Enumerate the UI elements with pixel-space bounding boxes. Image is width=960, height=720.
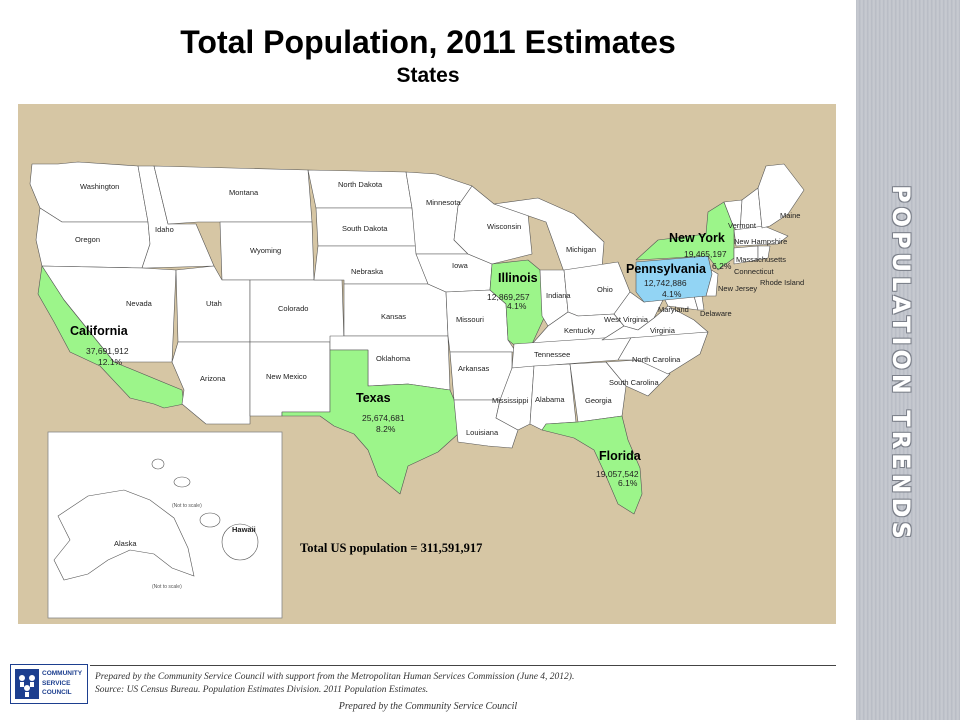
label-new-jersey: New Jersey [718, 284, 757, 293]
label-new-mexico: New Mexico [266, 372, 307, 381]
label-utah: Utah [206, 299, 222, 308]
california-name: California [70, 324, 129, 338]
label-nevada: Nevada [126, 299, 153, 308]
label-wisconsin: Wisconsin [487, 222, 521, 231]
pennsylvania-percent: 4.1% [662, 289, 682, 299]
new-york-population: 19,465,197 [684, 249, 727, 259]
texas-name: Texas [356, 391, 391, 405]
logo-text-line-1: COMMUNITY [42, 670, 83, 677]
label-minnesota: Minnesota [426, 198, 461, 207]
label-vermont: Vermont [728, 221, 757, 230]
label-maryland: Maryland [658, 305, 689, 314]
label-colorado: Colorado [278, 304, 308, 313]
state-california [37, 265, 185, 409]
label-mississippi: Mississippi [492, 396, 529, 405]
label-alabama: Alabama [535, 395, 565, 404]
texas-population: 25,674,681 [362, 413, 405, 423]
label-idaho: Idaho [155, 225, 174, 234]
state-rhode-island [757, 245, 771, 261]
label-ohio: Ohio [597, 285, 613, 294]
label-delaware: Delaware [700, 309, 732, 318]
hawaii-kauai [151, 458, 165, 470]
label-south-carolina: South Carolina [609, 378, 659, 387]
state-florida [541, 415, 643, 515]
pennsylvania-population: 12,742,886 [644, 278, 687, 288]
slide-title: Total Population, 2011 Estimates [180, 24, 676, 60]
csc-logo: COMMUNITY SERVICE COUNCIL [10, 664, 88, 704]
label-arizona: Arizona [200, 374, 226, 383]
label-louisiana: Louisiana [466, 428, 499, 437]
label-new-hampshire: New Hampshire [734, 237, 787, 246]
label-georgia: Georgia [585, 396, 613, 405]
california-population: 37,691,912 [86, 346, 129, 356]
label-indiana: Indiana [546, 291, 571, 300]
total-us-population: Total US population = 311,591,917 [300, 541, 482, 555]
label-north-carolina: North Carolina [632, 355, 681, 364]
florida-name: Florida [599, 449, 642, 463]
csc-logo-text: COMMUNITY SERVICE COUNCIL [42, 669, 86, 698]
state-kansas [343, 283, 449, 337]
label-wyoming: Wyoming [250, 246, 281, 255]
label-montana: Montana [229, 188, 259, 197]
illinois-percent: 4.1% [507, 301, 527, 311]
california-percent: 12.1% [98, 357, 123, 367]
state-virginia [601, 305, 709, 341]
footer-bottom-line: Prepared by the Community Service Counci… [338, 701, 518, 712]
label-hawaii: Hawaii [232, 525, 256, 534]
state-maine [757, 163, 805, 229]
state-north-dakota [307, 169, 413, 209]
logo-text-line-3: COUNCIL [42, 689, 72, 696]
label-arkansas: Arkansas [458, 364, 490, 373]
label-iowa: Iowa [452, 261, 469, 270]
sidebar-panel: POPULATION TRENDS [856, 0, 960, 720]
footer-prepared-line: Prepared by the Community Service Counci… [95, 672, 575, 682]
illinois-name: Illinois [498, 271, 538, 285]
label-kansas: Kansas [381, 312, 406, 321]
not-to-scale-hawaii: (Not to scale) [172, 503, 202, 509]
sidebar-title-text: POPULATION TRENDS [887, 185, 915, 543]
us-population-map: Washington Oregon Idaho Montana Wyoming … [18, 104, 836, 624]
label-oregon: Oregon [75, 235, 100, 244]
state-alaska [53, 489, 195, 581]
label-north-dakota: North Dakota [338, 180, 383, 189]
not-to-scale-alaska: (Not to scale) [152, 584, 182, 590]
label-south-dakota: South Dakota [342, 224, 388, 233]
label-massachusetts: Massachusetts [736, 255, 786, 264]
label-missouri: Missouri [456, 315, 484, 324]
state-texas [281, 349, 461, 495]
slide-subtitle: States [396, 64, 460, 87]
label-michigan: Michigan [566, 245, 596, 254]
illinois-population: 12,869,257 [487, 292, 530, 302]
label-west-virginia: West Virginia [604, 315, 649, 324]
logo-text-line-2: SERVICE [42, 679, 71, 687]
label-kentucky: Kentucky [564, 326, 595, 335]
hawaii-oahu [173, 476, 191, 488]
pennsylvania-name: Pennsylvania [626, 262, 707, 276]
label-oklahoma: Oklahoma [376, 354, 411, 363]
label-tennessee: Tennessee [534, 350, 570, 359]
new-york-name: New York [669, 231, 725, 245]
map-svg: Washington Oregon Idaho Montana Wyoming … [29, 161, 805, 619]
hawaii-big-island [221, 523, 259, 561]
texas-percent: 8.2% [376, 424, 396, 434]
label-rhode-island: Rhode Island [760, 278, 804, 287]
label-maine: Maine [780, 211, 800, 220]
footer-source-line: Source: US Census Bureau. Population Est… [95, 685, 429, 695]
state-arizona [171, 341, 251, 425]
csc-logo-icon [15, 669, 39, 699]
state-georgia [569, 361, 627, 423]
label-virginia: Virginia [650, 326, 676, 335]
label-connecticut: Connecticut [734, 267, 775, 276]
footer-divider [90, 665, 836, 666]
label-washington: Washington [80, 182, 119, 191]
label-nebraska: Nebraska [351, 267, 384, 276]
state-massachusetts [733, 225, 789, 247]
new-york-percent: 6.2% [712, 261, 732, 271]
state-south-carolina [605, 359, 671, 397]
florida-population: 19,057,542 [596, 469, 639, 479]
florida-percent: 6.1% [618, 478, 638, 488]
state-nebraska [313, 245, 429, 285]
hawaii-maui [199, 512, 221, 528]
label-alaska: Alaska [114, 539, 137, 548]
